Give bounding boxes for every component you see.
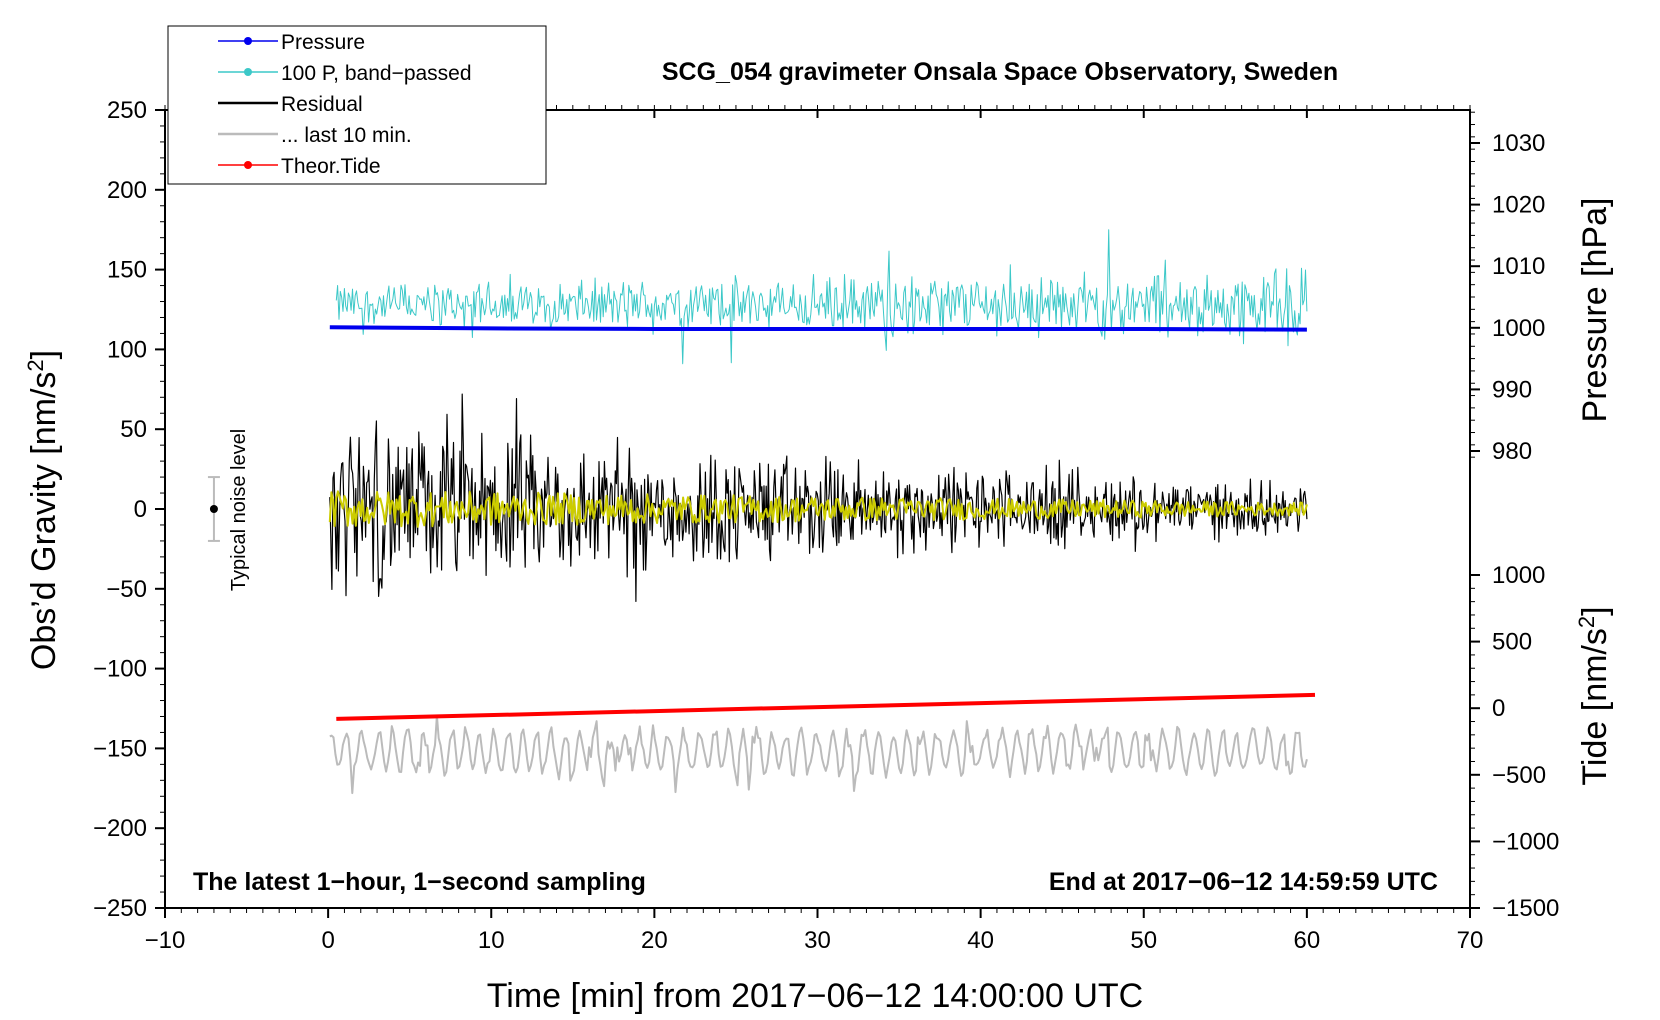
legend-label: 100 P, band−passed xyxy=(281,62,472,85)
y-tick-label: −250 xyxy=(93,895,147,922)
legend-entry: ... last 10 min. xyxy=(218,124,412,147)
noise-level-bar xyxy=(207,476,220,542)
x-tick-label: 60 xyxy=(1294,927,1321,954)
y-axis-title-gravity-sup: 2 xyxy=(23,359,48,371)
legend-label: ... last 10 min. xyxy=(281,124,412,147)
x-tick-label: −10 xyxy=(145,927,186,954)
legend-marker xyxy=(244,37,252,45)
legend-label: Pressure xyxy=(281,31,365,54)
tide-tick-label: 1000 xyxy=(1492,562,1545,589)
pressure-tick-label: 1000 xyxy=(1492,315,1545,342)
y-tick-label: 0 xyxy=(134,496,147,523)
noise-level-label: Typical noise level xyxy=(228,429,250,591)
bandpassed-pressure-line xyxy=(335,229,1308,365)
x-tick-label: 70 xyxy=(1457,927,1484,954)
y-axis-title-tide-sup: 2 xyxy=(1574,616,1599,628)
legend-entry: Residual xyxy=(218,93,363,116)
y-tick-label: 50 xyxy=(120,416,147,443)
legend-marker xyxy=(244,161,252,169)
pressure-tick-label: 1030 xyxy=(1492,130,1545,157)
pressure-tick-label: 980 xyxy=(1492,438,1532,465)
x-tick-label: 10 xyxy=(478,927,505,954)
data-series-layer xyxy=(207,229,1316,795)
pressure-tick-label: 990 xyxy=(1492,376,1532,403)
x-tick-label: 20 xyxy=(641,927,668,954)
y-axis-title-pressure: Pressure [hPa] xyxy=(1576,198,1614,423)
tide-tick-label: −500 xyxy=(1492,762,1546,789)
legend-label: Theor.Tide xyxy=(281,155,381,178)
tide-tick-label: −1000 xyxy=(1492,828,1559,855)
x-axis-title: Time [min] from 2017−06−12 14:00:00 UTC xyxy=(487,977,1143,1015)
x-tick-label: 0 xyxy=(321,927,334,954)
x-tick-label: 30 xyxy=(804,927,831,954)
residual-lowpass-line xyxy=(328,490,1308,528)
y-axis-title-tide: Tide [nm/s2] xyxy=(1574,606,1615,785)
y-tick-label: 250 xyxy=(107,97,147,124)
theor-tide-line xyxy=(336,692,1316,721)
pressure-line xyxy=(329,325,1307,332)
annotation-sampling: The latest 1−hour, 1−second sampling xyxy=(193,868,646,896)
axes-layer: −10 0 10 20 30 40 50 60 70250200150100500−50−100… xyxy=(93,97,1559,954)
legend-label: Residual xyxy=(281,93,363,116)
y-tick-label: 150 xyxy=(107,257,147,284)
legend-entry: Theor.Tide xyxy=(218,155,381,178)
y-tick-label: 200 xyxy=(107,177,147,204)
tide-tick-label: −1500 xyxy=(1492,895,1559,922)
legend: Pressure 100 P, band−passed Residual ... la… xyxy=(167,25,547,185)
legend-marker xyxy=(244,68,252,76)
noise-bar-dot xyxy=(209,505,218,513)
y-axis-title-gravity: Obs’d Gravity [nm/s2] xyxy=(23,350,64,670)
last-10-min-line xyxy=(329,714,1308,795)
tide-tick-label: 0 xyxy=(1492,695,1505,722)
x-tick-label: 40 xyxy=(967,927,994,954)
y-tick-label: −100 xyxy=(93,656,147,683)
pressure-tick-label: 1010 xyxy=(1492,253,1545,280)
y-tick-label: −200 xyxy=(93,815,147,842)
legend-entry: 100 P, band−passed xyxy=(218,62,472,85)
chart-title: SCG_054 gravimeter Onsala Space Observat… xyxy=(662,58,1338,86)
y-axis-title-gravity-main: Obs’d Gravity [nm/s xyxy=(25,372,63,671)
y-tick-label: −150 xyxy=(93,735,147,762)
residual-line xyxy=(329,393,1308,603)
y-axis-title-tide-close: ] xyxy=(1576,606,1614,615)
pressure-tick-label: 1020 xyxy=(1492,192,1545,219)
legend-box xyxy=(167,25,547,185)
x-tick-label: 50 xyxy=(1130,927,1157,954)
tide-tick-label: 500 xyxy=(1492,629,1532,656)
annotation-end-time: End at 2017−06−12 14:59:59 UTC xyxy=(1049,868,1438,896)
y-axis-title-tide-main: Tide [nm/s xyxy=(1576,628,1614,785)
legend-entry: Pressure xyxy=(218,31,365,54)
y-tick-label: 100 xyxy=(107,336,147,363)
y-tick-label: −50 xyxy=(106,576,147,603)
y-axis-title-gravity-close: ] xyxy=(25,350,63,359)
